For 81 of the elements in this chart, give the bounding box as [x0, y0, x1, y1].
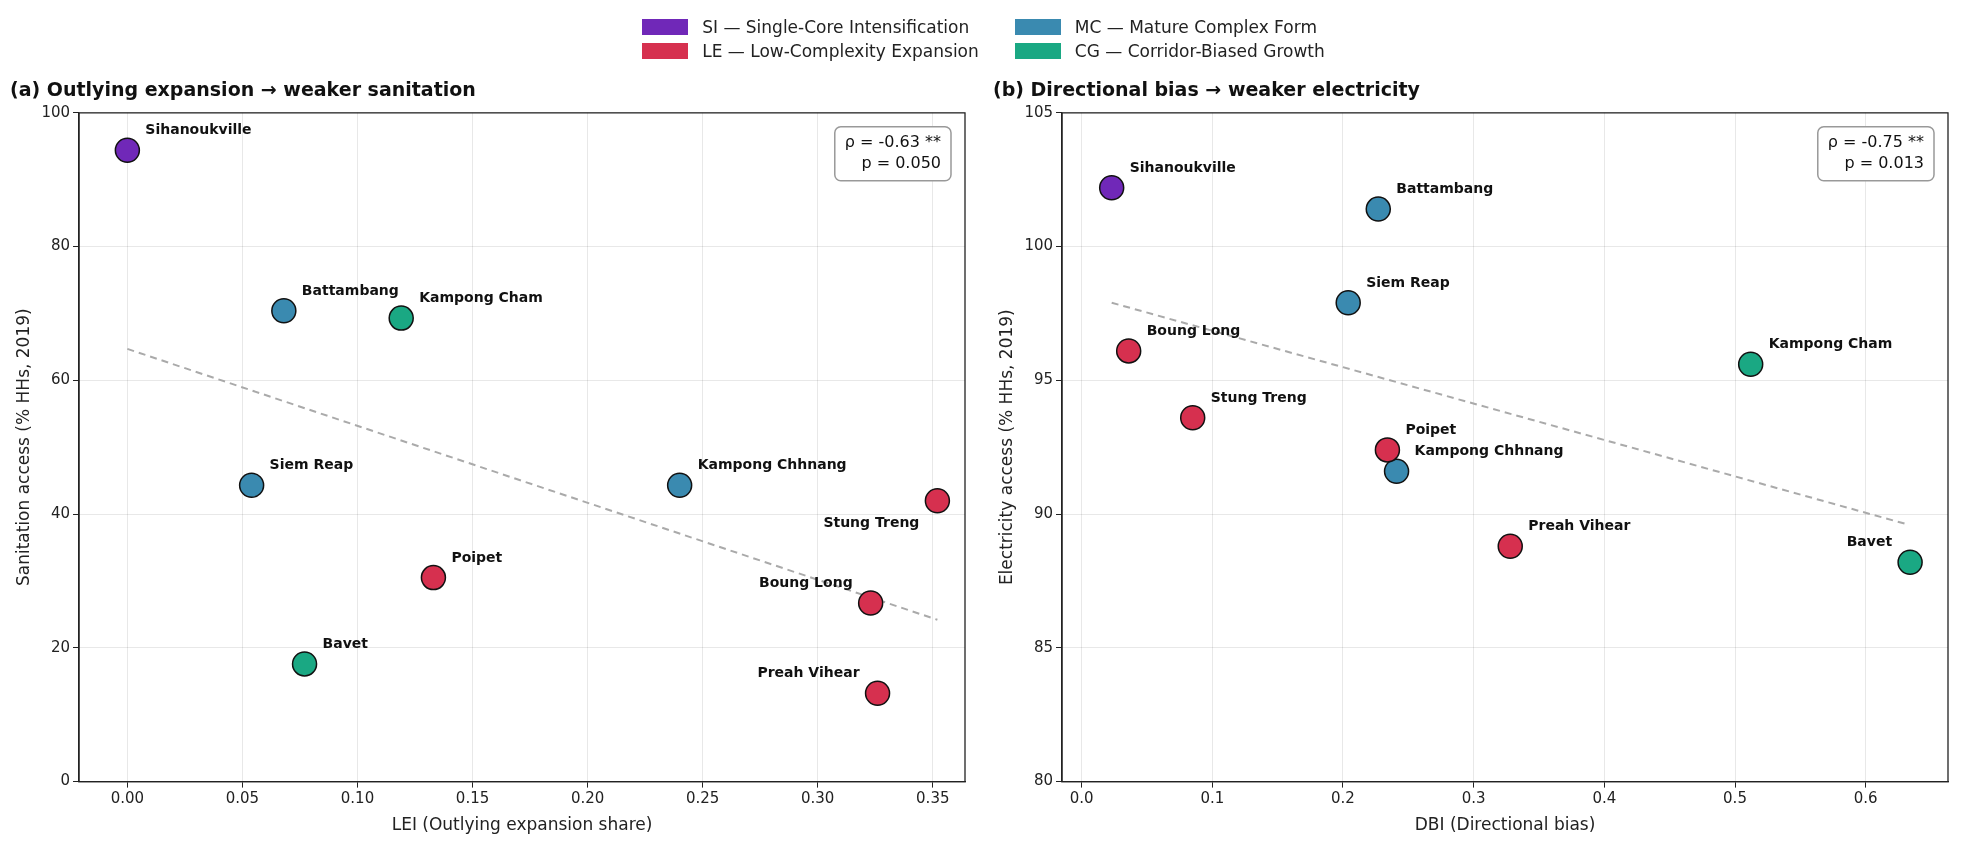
annotation: Stung Treng	[1210, 388, 1307, 405]
annotation: Kampong Chhnang	[697, 456, 847, 473]
point	[924, 487, 951, 514]
y-tick-label: 0	[60, 771, 71, 790]
point	[271, 298, 297, 324]
point	[1115, 338, 1142, 364]
x-tick-label: 0.6	[1853, 789, 1878, 808]
point	[1383, 458, 1410, 485]
x-tick-label: 0.20	[570, 789, 605, 808]
y-tick-label: 100	[1024, 236, 1054, 255]
annotation: Poipet	[1405, 420, 1457, 437]
y-axis-title: Sanitation access (% HHs, 2019)	[12, 308, 33, 587]
y-tick-label: 105	[1024, 102, 1054, 121]
point	[1897, 549, 1923, 575]
annotation: Preah Vihear	[757, 664, 860, 681]
x-tick-label: 0.15	[455, 789, 490, 808]
annotation: Kampong Cham	[419, 289, 543, 306]
x-axis-title: DBI (Directional bias)	[1414, 814, 1596, 835]
x-tick-label: 0.0	[1069, 789, 1094, 808]
y-tick-label: 90	[1033, 503, 1054, 522]
point	[1374, 437, 1401, 463]
y-tick-label: 85	[1033, 637, 1054, 656]
annotation: Boung Long	[759, 574, 853, 591]
annotation: Boung Long	[1146, 321, 1241, 338]
point	[1098, 174, 1125, 201]
point	[864, 680, 891, 707]
point	[1737, 351, 1764, 378]
y-tick-label: 40	[50, 503, 71, 522]
x-tick-label: 0.30	[801, 789, 835, 808]
point	[1179, 405, 1206, 431]
x-tick-label: 0.5	[1723, 789, 1747, 808]
x-tick-label: 0.35	[916, 789, 950, 808]
annotation: Kampong Chhnang	[1414, 442, 1564, 459]
annotation: Poipet	[451, 548, 503, 565]
legend-label: CG — Corridor-Biased Growth	[1074, 41, 1325, 61]
point	[388, 305, 414, 331]
point	[857, 590, 884, 616]
x-tick-label: 0.4	[1592, 789, 1617, 808]
y-tick-label: 100	[41, 102, 71, 121]
annotation: Battambang	[301, 281, 399, 298]
y-tick-label: 95	[1033, 370, 1054, 389]
annotation: Stung Treng	[823, 513, 920, 530]
x-tick-label: 0.2	[1331, 789, 1355, 808]
annotation: Bavet	[322, 634, 369, 651]
annotation: ρ = -0.75 **	[1827, 131, 1924, 151]
annotation: Sihanoukville	[145, 121, 252, 138]
point	[238, 472, 265, 499]
annotation: Siem Reap	[269, 456, 354, 473]
point	[666, 472, 693, 499]
x-tick-label: 0.1	[1200, 789, 1225, 808]
x-tick-label: 0.05	[225, 789, 260, 808]
annotation: ρ = -0.63 **	[844, 131, 941, 151]
y-axis-title: Electricity access (% HHs, 2019)	[995, 309, 1016, 586]
x-tick-label: 0.3	[1461, 789, 1486, 808]
point	[1335, 289, 1361, 316]
chart-title: (a) Outlying expansion → weaker sanitation	[10, 78, 476, 101]
point	[420, 564, 447, 591]
point	[291, 651, 318, 677]
annotation: Preah Vihear	[1528, 517, 1631, 534]
y-tick-label: 80	[1033, 771, 1054, 790]
annotation: Sihanoukville	[1129, 158, 1236, 175]
annotation: Battambang	[1396, 180, 1494, 197]
chart-title: (b) Directional bias → weaker electricity	[993, 78, 1421, 101]
y-tick-label: 60	[50, 370, 71, 389]
annotation: Siem Reap	[1366, 273, 1450, 290]
x-tick-label: 0.00	[110, 789, 145, 808]
annotation: Bavet	[1846, 533, 1893, 550]
point	[1497, 533, 1523, 559]
point	[114, 137, 141, 163]
y-tick-label: 80	[50, 236, 71, 255]
x-tick-label: 0.10	[340, 789, 375, 808]
annotation: p = 0.013	[1844, 152, 1924, 172]
annotation: Kampong Cham	[1768, 335, 1893, 352]
point	[1365, 196, 1392, 222]
annotation: p = 0.050	[861, 152, 941, 172]
x-tick-label: 0.25	[685, 789, 720, 808]
legend-label: LE — Low-Complexity Expansion	[702, 41, 979, 61]
x-axis-title: LEI (Outlying expansion share)	[391, 814, 653, 835]
legend-label: MC — Mature Complex Form	[1074, 17, 1317, 37]
y-tick-label: 20	[50, 637, 71, 656]
legend-label: SI — Single-Core Intensification	[702, 17, 970, 37]
